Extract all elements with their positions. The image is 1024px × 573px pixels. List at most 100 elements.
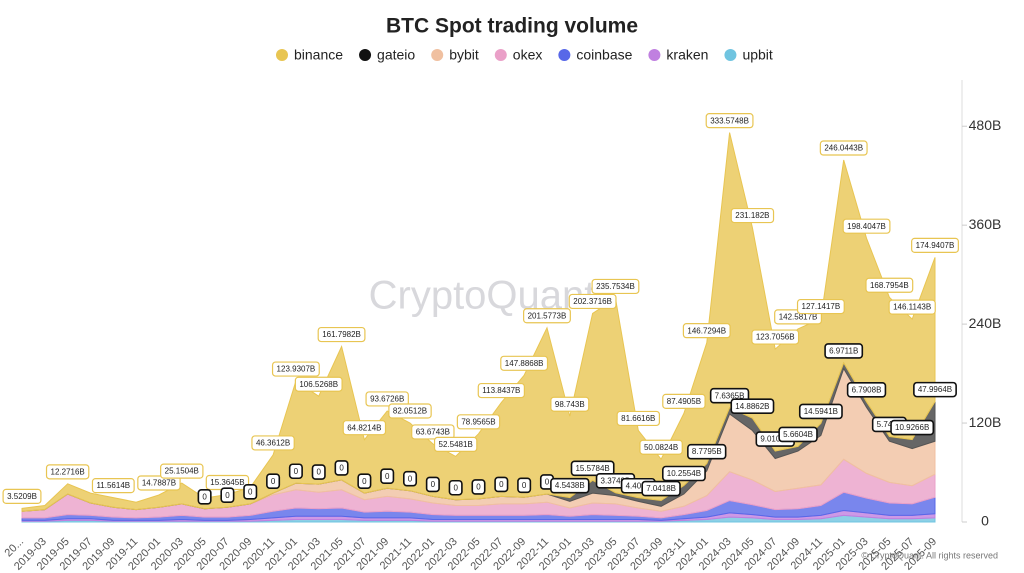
value-label-text: 6.7908B	[852, 385, 882, 394]
value-label-box	[471, 479, 486, 495]
value-label: 147.8868B	[500, 355, 549, 371]
value-label-text: 78.9565B	[461, 417, 495, 426]
value-label-box	[433, 436, 478, 453]
value-label: 0	[380, 468, 395, 484]
value-label-text: 14.8862B	[735, 402, 769, 411]
value-label: 0	[448, 479, 463, 496]
value-label-text: 64.8214B	[347, 423, 381, 432]
value-label: 10.9266B	[890, 419, 935, 436]
value-label-box	[365, 391, 409, 407]
value-label: 3.5209B	[2, 488, 42, 504]
value-label-text: 198.4047B	[847, 222, 886, 231]
value-label: 0	[220, 487, 235, 503]
value-label-text: 10.9266B	[895, 423, 929, 432]
value-label-box	[197, 489, 212, 505]
value-label-box	[517, 477, 532, 494]
value-label-box	[796, 298, 845, 315]
value-label-text: 82.0512B	[393, 407, 427, 416]
value-label-text: 3.3749B	[601, 476, 631, 485]
value-label: 8.7795B	[687, 443, 727, 460]
value-label-text: 174.9407B	[916, 241, 955, 250]
value-label-text: 0	[339, 464, 344, 473]
value-label-text: 0	[385, 472, 390, 481]
value-label: 201.5773B	[523, 308, 571, 324]
value-label-box	[682, 323, 731, 339]
legend-label: bybit	[449, 47, 479, 63]
value-label-text: 25.1504B	[165, 467, 199, 476]
legend-swatch	[431, 49, 444, 61]
value-label-box	[616, 410, 661, 427]
value-label: 0	[288, 463, 303, 480]
value-label-text: 50.0824B	[644, 443, 678, 452]
value-label-text: 81.6616B	[621, 414, 655, 423]
value-label-box	[342, 420, 387, 436]
value-label-text: 14.5941B	[804, 407, 838, 416]
value-label: 0	[334, 460, 349, 476]
value-label-box	[357, 473, 372, 489]
value-label: 46.3612B	[251, 435, 295, 451]
value-label: 52.5481B	[433, 436, 478, 453]
value-label-text: 12.2716B	[51, 467, 85, 476]
value-label: 5.6604B	[778, 426, 818, 443]
value-label: 82.0512B	[388, 403, 432, 419]
value-label-box	[550, 396, 590, 412]
value-label: 235.7534B	[591, 278, 640, 295]
value-label-box	[890, 419, 935, 436]
value-label-text: 235.7534B	[596, 282, 635, 291]
value-label-text: 0	[499, 480, 504, 489]
value-label-text: 5.6604B	[783, 430, 813, 439]
value-label-text: 146.7294B	[687, 326, 726, 335]
value-label-box	[334, 460, 349, 476]
value-label-text: 87.4905B	[667, 397, 701, 406]
value-label: 174.9407B	[911, 237, 959, 253]
value-label-text: 4.406B	[626, 481, 651, 490]
value-label: 146.1143B	[888, 299, 936, 315]
value-label: 0	[266, 473, 281, 489]
value-label-box	[687, 443, 727, 460]
value-label-box	[251, 435, 295, 451]
value-label: 333.5748B	[705, 113, 754, 129]
value-label: 198.4047B	[842, 218, 891, 234]
legend-swatch	[648, 49, 661, 61]
value-label-box	[91, 478, 135, 494]
value-label-box	[448, 479, 463, 496]
value-label-box	[425, 476, 440, 493]
value-label: 0	[517, 477, 532, 494]
value-label-text: 0	[545, 478, 550, 487]
value-label: 78.9565B	[456, 414, 501, 430]
value-label: 25.1504B	[160, 463, 204, 479]
value-label-box	[500, 355, 549, 371]
value-label-box	[568, 293, 617, 310]
value-label-box	[402, 470, 418, 487]
value-label: 0	[357, 473, 372, 489]
value-label-box	[294, 376, 343, 392]
value-label-box	[641, 480, 681, 497]
value-label-text: 0	[362, 477, 367, 486]
value-label-text: 146.1143B	[893, 303, 931, 312]
value-label: 50.0824B	[639, 439, 683, 455]
value-label-box	[798, 403, 843, 420]
value-label: 15.5784B	[570, 460, 615, 477]
value-label-text: 123.9307B	[277, 365, 316, 374]
value-label-text: 7.6365B	[715, 391, 745, 400]
value-label-text: 168.7954B	[870, 281, 909, 290]
legend-label: binance	[294, 47, 343, 63]
value-label-text: 63.6743B	[416, 428, 450, 437]
value-label-text: 0	[431, 480, 436, 489]
value-label: 146.7294B	[682, 323, 731, 339]
value-label-text: 0	[202, 492, 207, 501]
value-label: 14.5941B	[798, 403, 843, 420]
value-label-box	[911, 237, 959, 253]
value-label: 14.7887B	[137, 475, 181, 491]
value-label-box	[243, 484, 258, 500]
value-label-box	[137, 475, 181, 491]
value-label: 0	[402, 470, 418, 487]
value-label-box	[865, 277, 914, 293]
value-label-text: 246.0443B	[824, 144, 863, 153]
value-label-box	[751, 329, 800, 345]
legend-label: gateio	[377, 47, 415, 63]
value-label: 47.9964B	[913, 381, 957, 398]
value-label-box	[591, 278, 640, 295]
value-label-box	[477, 382, 525, 399]
value-label-box	[846, 381, 887, 398]
